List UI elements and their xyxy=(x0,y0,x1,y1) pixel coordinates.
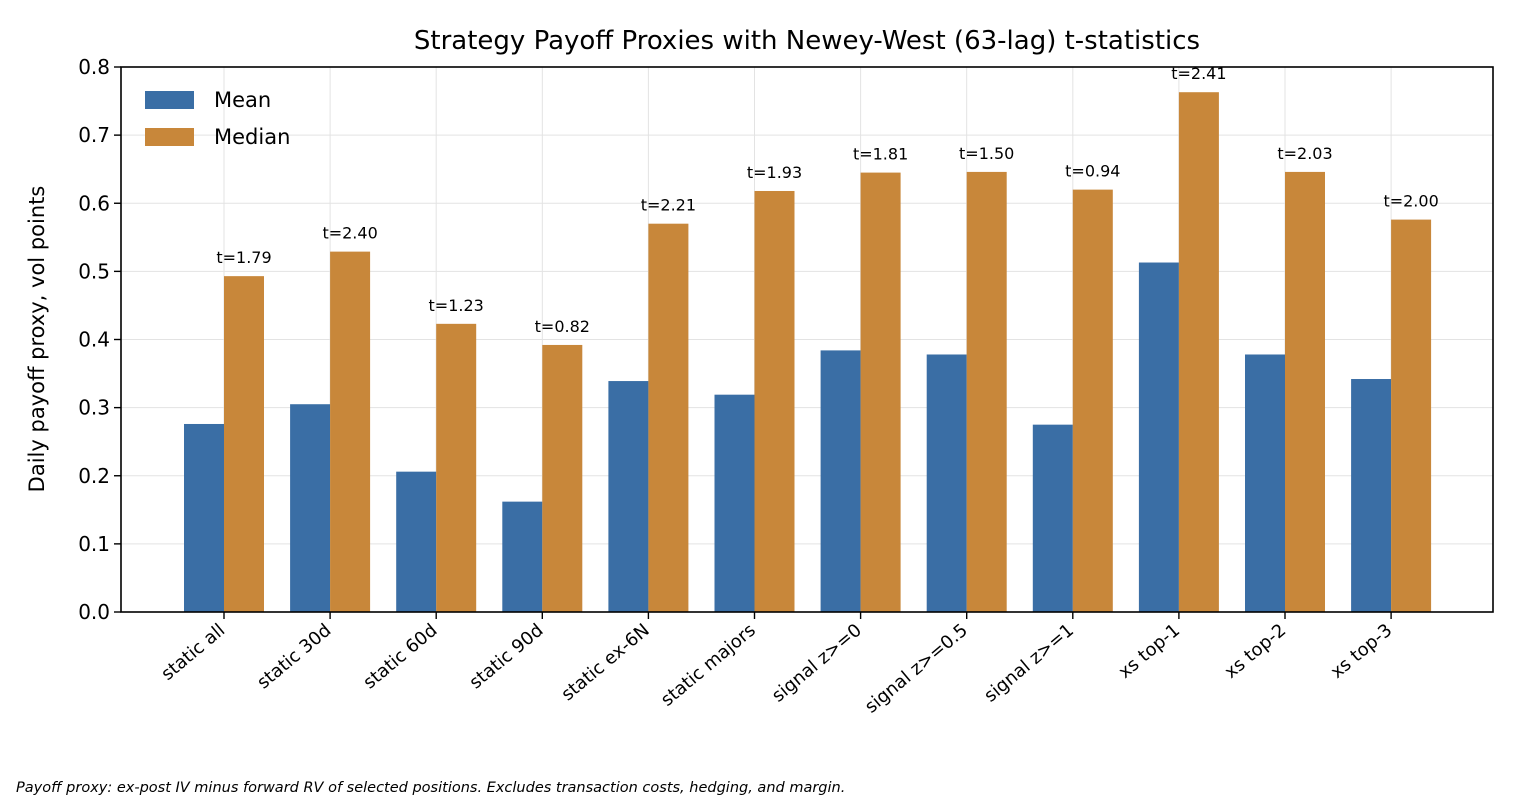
t-stat-label: t=1.93 xyxy=(747,163,802,182)
x-tick-label: static majors xyxy=(657,620,760,711)
t-stat-label: t=2.21 xyxy=(641,196,696,215)
t-stat-label: t=2.00 xyxy=(1383,192,1438,211)
y-tick-label: 0.2 xyxy=(78,464,110,488)
bars xyxy=(184,92,1432,613)
bar-median xyxy=(1178,92,1219,613)
x-tick-label: xs top-1 xyxy=(1115,620,1185,683)
bar-median xyxy=(436,323,477,612)
y-tick-label: 0.0 xyxy=(78,600,110,624)
bar-median xyxy=(1391,219,1432,612)
bar-median xyxy=(330,251,371,612)
bar-median xyxy=(1285,171,1325,612)
x-tick-label: signal z>=0.5 xyxy=(861,620,972,718)
t-stat-label: t=2.03 xyxy=(1277,144,1332,163)
bar-median xyxy=(1072,189,1113,612)
bar-mean xyxy=(926,354,967,612)
bar-median xyxy=(224,276,264,612)
t-stat-label: t=1.23 xyxy=(429,296,484,315)
bar-mean xyxy=(608,381,649,612)
bar-mean xyxy=(1351,379,1392,612)
y-tick-label: 0.3 xyxy=(78,396,110,420)
t-stat-label: t=0.94 xyxy=(1065,162,1120,181)
bar-mean xyxy=(820,350,861,612)
x-tick-label: static ex-6N xyxy=(557,620,653,705)
x-tick-label: static all xyxy=(157,620,229,685)
bar-mean xyxy=(290,404,331,612)
t-stat-label: t=2.41 xyxy=(1171,64,1226,83)
bar-median xyxy=(860,172,901,612)
x-tick-label: static 60d xyxy=(359,620,441,694)
bar-median xyxy=(542,344,583,612)
bar-mean xyxy=(396,471,437,612)
bar-median xyxy=(648,223,689,612)
bar-mean xyxy=(184,423,224,612)
legend-label: Mean xyxy=(214,88,271,112)
bar-mean xyxy=(714,394,755,612)
legend: Mean Median xyxy=(145,88,290,149)
x-tick-label: static 30d xyxy=(253,620,335,694)
legend-swatch xyxy=(145,128,194,146)
t-stat-label: t=2.40 xyxy=(322,224,377,243)
x-tick-label: signal z>=0 xyxy=(768,620,866,707)
bar-mean xyxy=(1245,354,1285,612)
bar-mean xyxy=(1138,262,1179,612)
t-stat-label: t=1.50 xyxy=(959,144,1014,163)
legend-label: Median xyxy=(214,125,290,149)
bar-mean xyxy=(1032,424,1073,612)
legend-swatch xyxy=(145,91,194,109)
x-tick-label: xs top-3 xyxy=(1327,620,1397,683)
footnote: Payoff proxy: ex-post IV minus forward R… xyxy=(16,780,846,796)
y-tick-label: 0.6 xyxy=(78,191,110,215)
x-tick-label: static 90d xyxy=(465,620,547,694)
x-tick-label: signal z>=1 xyxy=(980,620,1078,707)
bar-median xyxy=(754,190,795,613)
t-stat-label: t=0.82 xyxy=(535,317,590,336)
y-tick-label: 0.4 xyxy=(78,328,110,352)
t-stat-label: t=1.79 xyxy=(216,248,271,267)
y-tick-label: 0.1 xyxy=(78,532,110,556)
bar-mean xyxy=(502,501,543,612)
y-tick-label: 0.7 xyxy=(78,123,110,147)
t-stat-label: t=1.81 xyxy=(853,145,908,164)
chart-title: Strategy Payoff Proxies with Newey-West … xyxy=(414,26,1200,56)
y-tick-label: 0.5 xyxy=(78,259,110,283)
x-tick-label: xs top-2 xyxy=(1221,620,1291,683)
y-tick-label: 0.8 xyxy=(78,55,110,79)
bar-median xyxy=(966,171,1007,612)
y-axis-label: Daily payoff proxy, vol points xyxy=(25,186,49,493)
t-stat-annotations: t=1.79 t=2.40 t=1.23 t=0.82 t=2.21 t=1.93 t=1.… xyxy=(216,64,1438,336)
